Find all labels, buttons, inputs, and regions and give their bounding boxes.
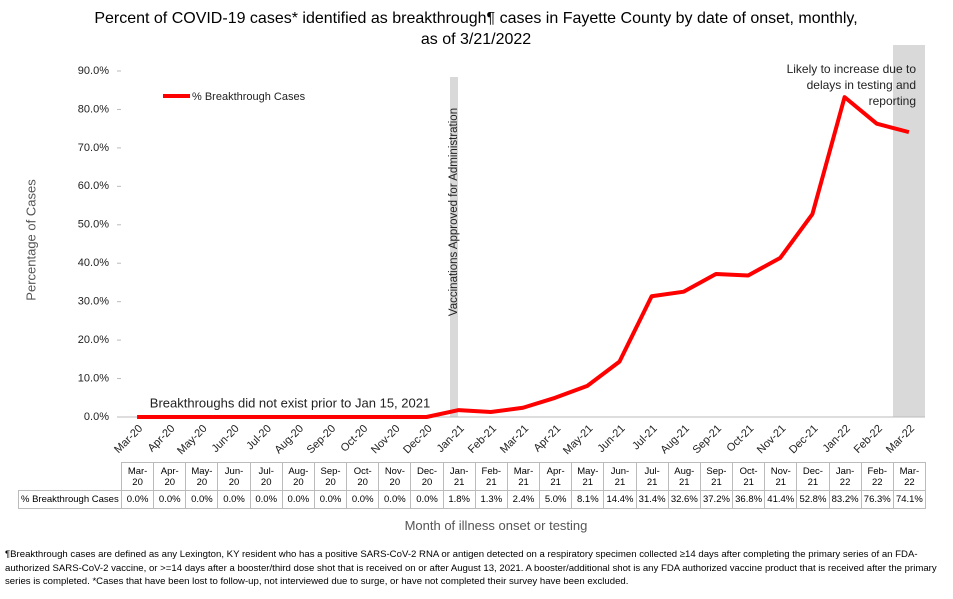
x-tick-label: Apr-20 [146, 423, 178, 455]
table-header: Dec-21 [796, 462, 830, 491]
table-header: May-20 [185, 462, 219, 491]
table-cell: 0.0% [185, 490, 219, 509]
x-tick-label: Oct-21 [724, 423, 756, 455]
table-cell: 8.1% [571, 490, 605, 509]
table-header: Nov-21 [764, 462, 798, 491]
table-cell: 0.0% [410, 490, 444, 509]
chart-title: Percent of COVID-19 cases* identified as… [94, 10, 858, 48]
table-header: Sep-21 [699, 462, 734, 491]
x-tick-label: Sep-21 [691, 423, 725, 457]
table-header: Dec-20 [410, 462, 444, 491]
x-tick-label: Apr-21 [531, 423, 563, 455]
table-cell: 2.4% [506, 490, 541, 509]
x-tick-label: Jul-21 [630, 423, 660, 453]
table-cell: 32.6% [667, 490, 701, 509]
table-cell: 1.3% [474, 490, 508, 509]
x-tick-label: Mar-21 [498, 423, 531, 456]
y-tick-label: 90.0% [78, 65, 109, 77]
y-tick-label: 0.0% [84, 411, 109, 423]
x-tick-label: Jul-20 [244, 423, 274, 453]
y-tick-label: 70.0% [78, 142, 109, 154]
table-cell: 1.8% [442, 490, 476, 509]
y-tick-label: 40.0% [78, 257, 109, 269]
y-tick-label: 10.0% [78, 372, 109, 384]
table-cell: 0.0% [121, 490, 155, 509]
table-header: Oct-21 [732, 462, 766, 491]
table-header: Nov-20 [378, 462, 412, 491]
table-header: Mar-20 [121, 462, 155, 491]
table-cell: 83.2% [828, 490, 862, 509]
x-tick-label: Feb-21 [466, 423, 499, 456]
table-cell: 74.1% [892, 490, 926, 509]
table-header: Jan-21 [442, 462, 476, 491]
table-cell: 31.4% [635, 490, 669, 509]
x-tick-label: Nov-20 [369, 423, 403, 457]
y-tick-label: 60.0% [78, 180, 109, 192]
table-cell: 0.0% [249, 490, 283, 509]
table-row-label: % Breakthrough Cases [18, 490, 122, 509]
table-header: Apr-21 [539, 462, 573, 491]
table-header: Mar-22 [892, 462, 926, 491]
table-header: Feb-21 [474, 462, 508, 491]
table-cell: 0.0% [153, 490, 187, 509]
y-tick-label: 30.0% [78, 296, 109, 308]
vaccination-marker [450, 77, 458, 417]
table-cell: 76.3% [860, 490, 894, 509]
y-tick-label: 80.0% [78, 103, 109, 115]
y-tick-label: 50.0% [78, 219, 109, 231]
legend-label: % Breakthrough Cases [192, 91, 306, 103]
x-tick-label: Dec-21 [787, 423, 821, 457]
table-header: May-21 [571, 462, 605, 491]
x-tick-label: Mar-22 [884, 423, 917, 456]
table-header: Feb-22 [860, 462, 894, 491]
annotation: Vaccinations Approved for Administration [448, 108, 460, 316]
table-cell: 0.0% [346, 490, 380, 509]
table-cell: 5.0% [539, 490, 573, 509]
table-header: Oct-20 [346, 462, 380, 491]
shaded-region [893, 45, 925, 417]
line [137, 95, 910, 419]
x-tick-label: Feb-22 [852, 423, 885, 456]
x-tick-label: Jan-22 [821, 423, 853, 455]
x-tick-label: May-21 [561, 423, 595, 457]
table-header: Sep-20 [313, 462, 348, 491]
x-tick-label: Jun-20 [209, 423, 241, 455]
table-header: Jul-20 [249, 462, 283, 491]
footnote: ¶Breakthrough cases are defined as any L… [5, 549, 937, 587]
annotation: Likely to increase due to delays in test… [786, 62, 916, 108]
table-cell: 0.0% [313, 490, 348, 509]
table-cell: 41.4% [764, 490, 798, 509]
x-tick-label: Jun-21 [595, 423, 627, 455]
table-header: Jun-20 [217, 462, 251, 491]
table-header: Jul-21 [635, 462, 669, 491]
table-cell: 52.8% [796, 490, 830, 509]
table-cell: 37.2% [699, 490, 734, 509]
x-axis-label: Month of illness onset or testing [404, 518, 588, 533]
table-header: Apr-20 [153, 462, 187, 491]
table-header: Aug-21 [667, 462, 701, 491]
y-axis-label: Percentage of Cases [23, 179, 38, 301]
x-tick-label: Oct-20 [339, 423, 371, 455]
x-tick-label: Dec-20 [401, 423, 435, 457]
x-tick-label: Aug-20 [272, 423, 306, 457]
x-tick-label: Aug-21 [658, 423, 692, 457]
x-tick-label: Nov-21 [755, 423, 789, 457]
table-cell: 36.8% [732, 490, 766, 509]
table-cell: 0.0% [217, 490, 251, 509]
table-header: Jun-21 [603, 462, 637, 491]
table-header: Mar-21 [506, 462, 541, 491]
table-header: Jan-22 [828, 462, 862, 491]
table-cell: 0.0% [378, 490, 412, 509]
x-tick-label: Jan-21 [435, 423, 467, 455]
annotation: Breakthroughs did not exist prior to Jan… [150, 395, 430, 410]
table-cell: 14.4% [603, 490, 637, 509]
table-header: Aug-20 [281, 462, 315, 491]
x-tick-label: May-20 [175, 423, 209, 457]
y-tick-label: 20.0% [78, 334, 109, 346]
x-tick-label: Mar-20 [112, 423, 145, 456]
table-cell: 0.0% [281, 490, 315, 509]
x-tick-label: Sep-20 [305, 423, 339, 457]
